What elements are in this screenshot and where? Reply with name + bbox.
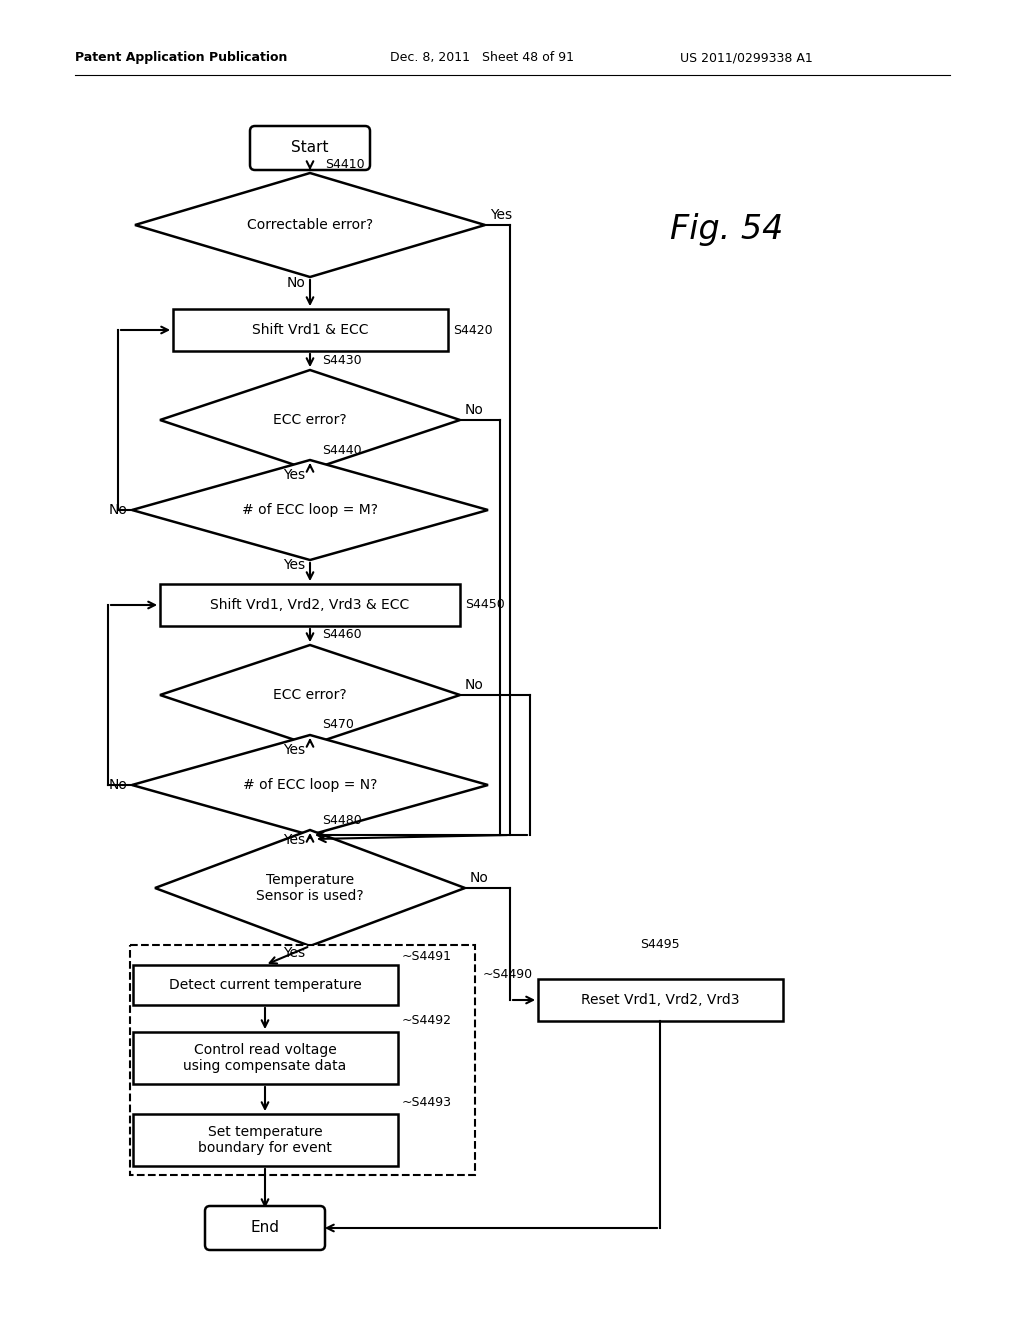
Text: End: End (251, 1221, 280, 1236)
Text: No: No (465, 403, 484, 417)
Bar (130, 945, 475, 1175)
Text: Reset Vrd1, Vrd2, Vrd3: Reset Vrd1, Vrd2, Vrd3 (581, 993, 739, 1007)
Bar (538, 979, 782, 1020)
Bar (132, 965, 397, 1005)
Bar (160, 583, 460, 626)
Text: Detect current temperature: Detect current temperature (169, 978, 361, 993)
Bar (172, 309, 447, 351)
Text: ~S4491: ~S4491 (402, 950, 452, 964)
Text: Yes: Yes (283, 833, 305, 847)
Text: S470: S470 (322, 718, 354, 731)
FancyBboxPatch shape (250, 125, 370, 170)
Text: Patent Application Publication: Patent Application Publication (75, 51, 288, 65)
Text: Set temperature
boundary for event: Set temperature boundary for event (198, 1125, 332, 1155)
Text: No: No (286, 276, 305, 290)
Text: No: No (470, 871, 488, 884)
Text: ~S4490: ~S4490 (483, 969, 534, 982)
Polygon shape (132, 459, 488, 560)
Text: S4495: S4495 (640, 939, 680, 952)
FancyBboxPatch shape (205, 1206, 325, 1250)
Text: # of ECC loop = N?: # of ECC loop = N? (243, 777, 377, 792)
Text: S4410: S4410 (325, 158, 365, 172)
Text: Yes: Yes (283, 469, 305, 482)
Text: Shift Vrd1 & ECC: Shift Vrd1 & ECC (252, 323, 369, 337)
Text: Yes: Yes (283, 743, 305, 756)
Text: ECC error?: ECC error? (273, 688, 347, 702)
Text: Fig. 54: Fig. 54 (670, 214, 783, 247)
Text: S4450: S4450 (465, 598, 505, 611)
Text: No: No (465, 678, 484, 692)
Bar (132, 1114, 397, 1166)
Text: Temperature
Sensor is used?: Temperature Sensor is used? (256, 873, 364, 903)
Text: S4480: S4480 (322, 813, 361, 826)
Text: Shift Vrd1, Vrd2, Vrd3 & ECC: Shift Vrd1, Vrd2, Vrd3 & ECC (210, 598, 410, 612)
Polygon shape (155, 830, 465, 946)
Text: US 2011/0299338 A1: US 2011/0299338 A1 (680, 51, 813, 65)
Text: Correctable error?: Correctable error? (247, 218, 373, 232)
Text: Dec. 8, 2011   Sheet 48 of 91: Dec. 8, 2011 Sheet 48 of 91 (390, 51, 574, 65)
Text: ECC error?: ECC error? (273, 413, 347, 426)
Polygon shape (135, 173, 485, 277)
Polygon shape (160, 645, 460, 744)
Text: No: No (109, 777, 127, 792)
Text: Yes: Yes (490, 209, 512, 222)
Text: No: No (109, 503, 127, 517)
Text: Yes: Yes (283, 558, 305, 572)
Polygon shape (160, 370, 460, 470)
Text: S4460: S4460 (322, 628, 361, 642)
Text: Yes: Yes (283, 946, 305, 960)
Text: S4420: S4420 (453, 323, 493, 337)
Text: # of ECC loop = M?: # of ECC loop = M? (242, 503, 378, 517)
Text: Control read voltage
using compensate data: Control read voltage using compensate da… (183, 1043, 347, 1073)
Text: S4430: S4430 (322, 354, 361, 367)
Bar (132, 1032, 397, 1084)
Polygon shape (132, 735, 488, 836)
Text: S4440: S4440 (322, 444, 361, 457)
Text: ~S4492: ~S4492 (402, 1014, 452, 1027)
Text: ~S4493: ~S4493 (402, 1096, 452, 1109)
Text: Start: Start (291, 140, 329, 156)
